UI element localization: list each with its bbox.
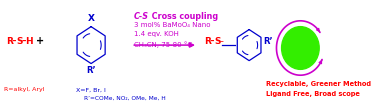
Text: R’=COMe, NO₂, OMe, Me, H: R’=COMe, NO₂, OMe, Me, H: [84, 96, 166, 101]
Text: C-S: C-S: [134, 12, 149, 21]
Text: X: X: [88, 14, 94, 23]
Text: Recyclable, Greener Method: Recyclable, Greener Method: [266, 81, 371, 87]
Text: –: –: [21, 37, 26, 46]
Text: –: –: [12, 37, 16, 46]
Text: X=F, Br, I: X=F, Br, I: [76, 87, 105, 92]
Text: –: –: [219, 37, 223, 46]
Text: S: S: [214, 37, 221, 46]
Text: CH₃CN, 75-80 °C: CH₃CN, 75-80 °C: [134, 41, 192, 48]
Text: +: +: [36, 36, 44, 46]
Text: H: H: [25, 37, 33, 46]
Text: R=alkyl, Aryl: R=alkyl, Aryl: [4, 87, 45, 92]
Text: –: –: [210, 37, 214, 46]
Text: 3 mol% BaMoO₄ Nano: 3 mol% BaMoO₄ Nano: [134, 22, 210, 28]
Text: Ligand Free, Broad scope: Ligand Free, Broad scope: [266, 91, 360, 97]
Text: R: R: [204, 37, 211, 46]
Text: R’: R’: [86, 66, 96, 75]
Text: 1.4 eqv. KOH: 1.4 eqv. KOH: [134, 32, 179, 37]
Text: Cross coupling: Cross coupling: [149, 12, 218, 21]
Text: S: S: [16, 37, 22, 46]
Text: R: R: [6, 37, 12, 46]
Circle shape: [282, 27, 319, 69]
Text: R’: R’: [264, 37, 273, 46]
